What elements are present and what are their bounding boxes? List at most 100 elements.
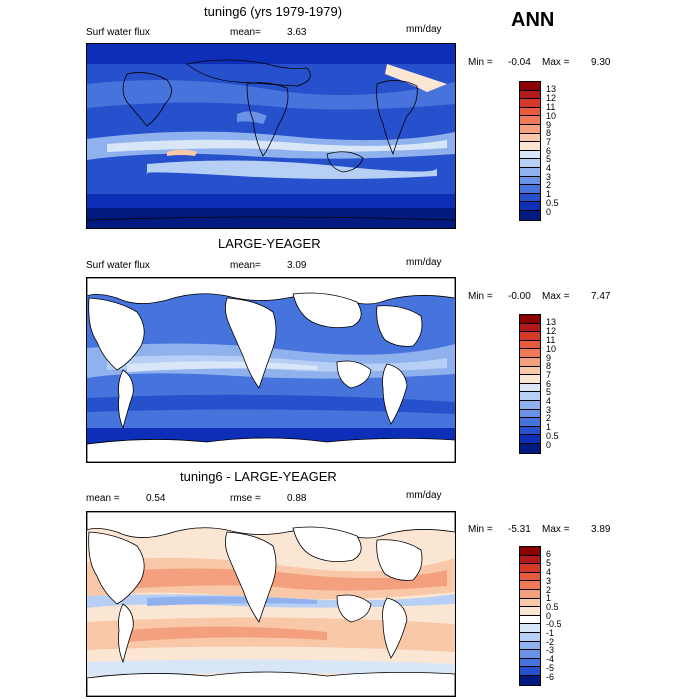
panel1-min-value: -0.04 [508, 57, 531, 68]
panel3-tick: -6 [546, 672, 555, 682]
panel3-tick: -4 [546, 654, 555, 664]
panel1-colorbar-swatch [520, 202, 540, 211]
panel2-tick: 5 [546, 387, 552, 397]
panel3-colorbar-ticks: 6 5 4 3 2 1 0.5 0 -0.5 -1 -2 -3 -4 -5 -6 [546, 546, 586, 686]
panel3-colorbar-swatch [520, 650, 540, 659]
panel1-tick: 12 [546, 93, 557, 103]
panel1-colorbar-swatch [520, 193, 540, 203]
panel2-variable-label: Surf water flux [86, 260, 150, 271]
panel2-colorbar-swatch [520, 443, 540, 453]
panel2-colorbar-swatch [520, 383, 540, 393]
panel2-tick: 4 [546, 396, 552, 406]
panel2-title: LARGE-YEAGER [218, 236, 321, 251]
panel3-min-value: -5.31 [508, 524, 531, 535]
panel2-tick: 3 [546, 405, 552, 415]
panel1-colorbar-swatch [520, 124, 540, 134]
panel2-colorbar-swatch [520, 315, 540, 324]
panel3-colorbar-swatch [520, 555, 540, 565]
panel3-tick: -2 [546, 637, 555, 647]
panel1-colorbar-swatch [520, 142, 540, 151]
panel3-colorbar-swatch [520, 667, 540, 676]
panel2-colorbar-swatch [520, 357, 540, 367]
panel3-colorbar-swatch [520, 632, 540, 642]
season-label: ANN [511, 9, 555, 31]
panel3-map [86, 511, 456, 697]
panel1-map [86, 43, 456, 229]
panel1-colorbar-swatch [520, 150, 540, 160]
panel3-colorbar-swatch [520, 564, 540, 573]
panel1-tick: 4 [546, 163, 552, 173]
panel1-variable-label: Surf water flux [86, 27, 150, 38]
panel2-colorbar-swatch [520, 323, 540, 333]
panel2-tick: 9 [546, 353, 552, 363]
panel2-tick: 1 [546, 422, 552, 432]
panel2-min-label: Min = [468, 291, 493, 302]
panel2-max-label: Max = [542, 291, 570, 302]
panel1-colorbar-swatch [520, 210, 540, 220]
panel3-tick: 0 [546, 611, 552, 621]
panel1-tick: 8 [546, 128, 552, 138]
panel2-colorbar [519, 314, 541, 454]
panel1-colorbar-swatch [520, 90, 540, 100]
panel2-mean-label: mean= [230, 260, 261, 271]
panel2-colorbar-swatch [520, 366, 540, 376]
panel2-colorbar-swatch [520, 392, 540, 401]
panel3-tick: -0.5 [546, 619, 562, 629]
panel1-tick: 2 [546, 180, 552, 190]
panel1-tick: 5 [546, 154, 552, 164]
panel3-tick: -3 [546, 645, 555, 655]
panel1-title: tuning6 (yrs 1979-1979) [204, 4, 343, 19]
panel1-units: mm/day [406, 24, 442, 35]
panel2-mean-value: 3.09 [287, 260, 307, 271]
panel2-colorbar-swatch [520, 409, 540, 419]
panel2-colorbar-swatch [520, 332, 540, 341]
panel3-mean-label: mean = [86, 493, 120, 504]
panel3-max-label: Max = [542, 524, 570, 535]
panel3-colorbar-swatch [520, 641, 540, 651]
panel1-colorbar-ticks: 13 12 11 10 9 8 7 6 5 4 3 2 1 0.5 0 [546, 81, 586, 221]
panel1-mean-label: mean= [230, 27, 261, 38]
panel3-tick: 5 [546, 558, 552, 568]
panel3-tick: 3 [546, 576, 552, 586]
panel2-tick: 12 [546, 326, 557, 336]
panel3-tick: 6 [546, 549, 552, 559]
panel2-colorbar-ticks: 13 12 11 10 9 8 7 6 5 4 3 2 1 0.5 0 [546, 314, 586, 454]
panel1-colorbar [519, 81, 541, 221]
panel2-tick: 2 [546, 413, 552, 423]
panel1-tick: 7 [546, 137, 552, 147]
panel2-tick: 0.5 [546, 431, 559, 441]
panel3-mean-value: 0.54 [146, 493, 166, 504]
panel3-colorbar-swatch [520, 598, 540, 608]
panel2-colorbar-swatch [520, 340, 540, 350]
panel2-tick: 6 [546, 379, 552, 389]
panel1-tick: 0 [546, 207, 552, 217]
panel3-colorbar-swatch [520, 675, 540, 685]
panel3-colorbar-swatch [520, 581, 540, 590]
panel3-units: mm/day [406, 490, 442, 501]
panel2-colorbar-swatch [520, 418, 540, 427]
panel2-colorbar-swatch [520, 349, 540, 358]
panel2-colorbar-swatch [520, 400, 540, 410]
panel3-colorbar-swatch [520, 607, 540, 616]
panel1-tick: 6 [546, 146, 552, 156]
panel1-tick: 11 [546, 102, 556, 112]
panel3-tick: 1 [546, 593, 552, 603]
panel3-colorbar-swatch [520, 547, 540, 556]
panel1-colorbar-swatch [520, 176, 540, 186]
panel3-tick: 2 [546, 585, 552, 595]
panel3-colorbar-swatch [520, 624, 540, 633]
panel3-tick: -1 [546, 628, 555, 638]
panel3-colorbar [519, 546, 541, 686]
panel3-tick: 4 [546, 567, 552, 577]
panel1-colorbar-swatch [520, 99, 540, 108]
panel1-colorbar-swatch [520, 133, 540, 143]
panel3-tick: 0.5 [546, 602, 559, 612]
panel3-colorbar-swatch [520, 572, 540, 582]
panel3-colorbar-swatch [520, 658, 540, 668]
panel2-tick: 7 [546, 370, 552, 380]
panel1-tick: 10 [546, 111, 557, 121]
panel1-colorbar-swatch [520, 82, 540, 91]
panel1-tick: 0.5 [546, 198, 559, 208]
panel1-tick: 13 [546, 84, 557, 94]
panel3-rmse-value: 0.88 [287, 493, 307, 504]
